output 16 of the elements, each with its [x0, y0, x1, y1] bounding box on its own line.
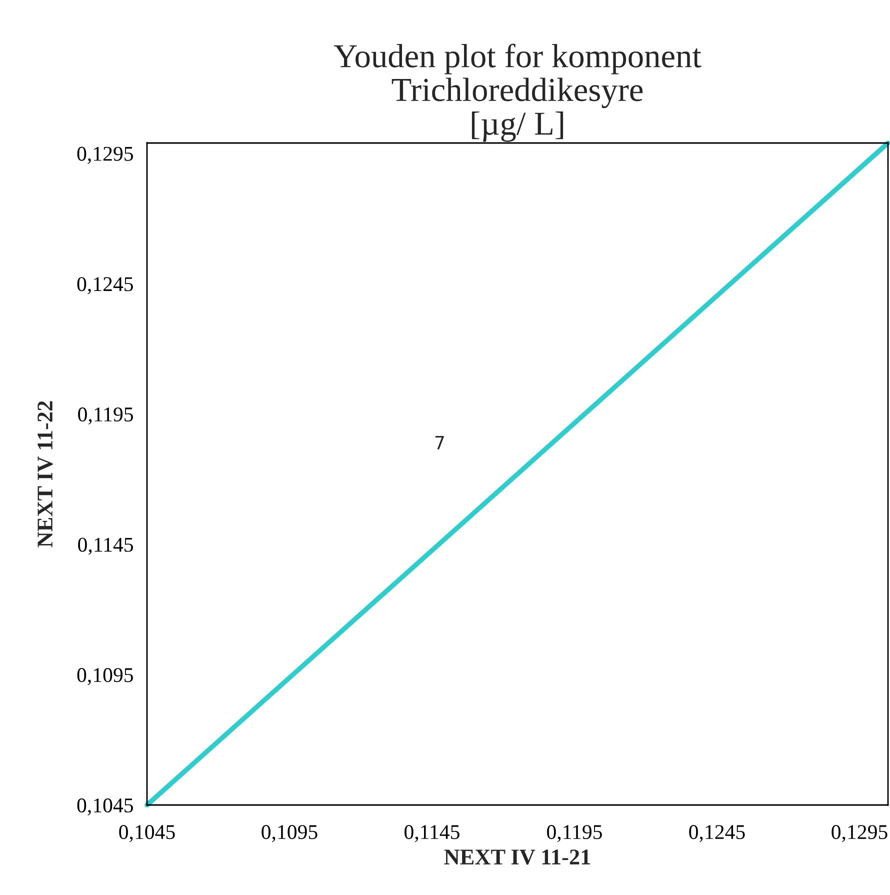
y-tick-label: 0,1245 [77, 277, 133, 294]
y-tick-label: 0,1195 [78, 407, 133, 424]
x-axis-title: NEXT IV 11-21 [444, 850, 590, 865]
y-tick-label: 0,1295 [77, 146, 133, 164]
x-tick-label: 0,1095 [262, 825, 318, 842]
x-tick-label: 0,1195 [547, 825, 602, 842]
x-tick-label: 0,1045 [119, 825, 175, 842]
x-tick-label: 0,1145 [404, 825, 460, 842]
y-tick-label: 0,1095 [77, 668, 133, 686]
x-tick-label: 0,1295 [832, 825, 888, 842]
y-tick-label: 0,1045 [77, 798, 133, 816]
chart-title: Youden plot for komponent Trichloreddikesyre [µg/ L] [334, 44, 702, 142]
y-axis-title: NEXT IV 11-22 [38, 401, 53, 548]
y-tick-label: 0,1145 [78, 538, 133, 555]
x-tick-label: 0,1245 [689, 825, 745, 842]
annotation: 7 [435, 436, 444, 450]
